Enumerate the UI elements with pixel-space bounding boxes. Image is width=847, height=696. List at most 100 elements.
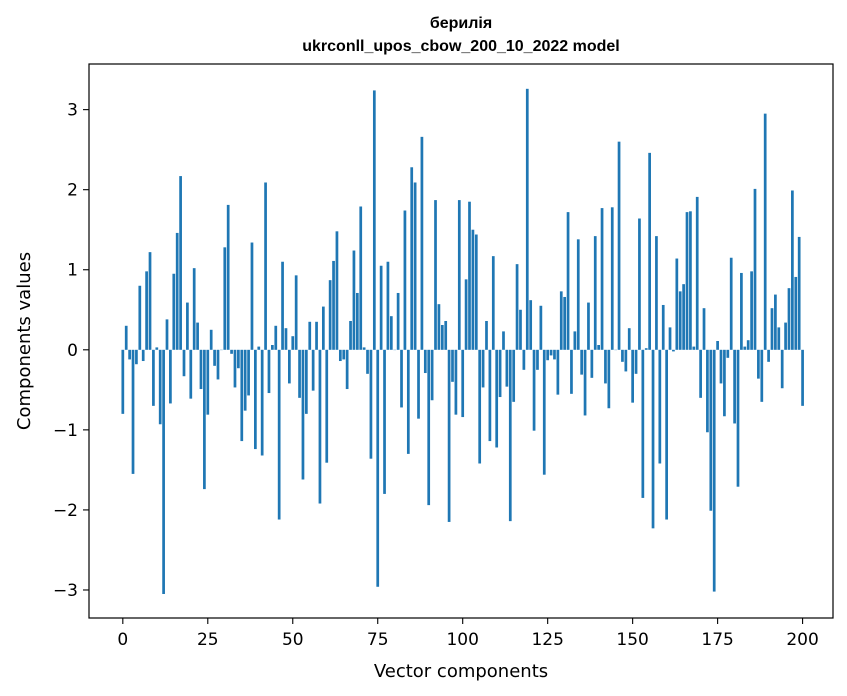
bar (169, 349, 172, 404)
bar (250, 242, 254, 350)
bar (325, 349, 329, 463)
bar (648, 152, 651, 350)
bar (284, 328, 288, 350)
bar (206, 349, 210, 415)
bar (158, 349, 162, 425)
y-axis-label: Components values (14, 252, 35, 430)
bar (797, 236, 801, 350)
x-tick-label: 125 (531, 630, 563, 650)
bar (389, 316, 393, 350)
bar (294, 275, 298, 350)
bar (240, 349, 244, 442)
bar (209, 329, 213, 350)
bar (743, 346, 747, 350)
x-tick-label: 50 (282, 630, 304, 650)
bar (529, 300, 533, 350)
bar (332, 260, 335, 350)
bar (685, 212, 689, 350)
chart-title: берилія (430, 15, 492, 32)
bar (573, 331, 577, 350)
bar (515, 264, 519, 350)
bar (563, 296, 567, 350)
bar (383, 349, 386, 494)
bar (716, 341, 719, 350)
bar (148, 252, 152, 350)
bar (145, 271, 148, 350)
bar (264, 182, 267, 350)
bar (627, 328, 631, 350)
bar (247, 349, 250, 396)
bar (644, 348, 648, 350)
x-tick-label: 200 (786, 630, 818, 650)
bar (689, 211, 692, 350)
y-tick-label: 0 (67, 341, 78, 361)
bar (709, 349, 713, 511)
bar (668, 327, 672, 350)
bar (376, 349, 380, 587)
bar (631, 349, 634, 403)
bar (712, 349, 716, 592)
bar (165, 319, 169, 350)
bar (610, 207, 614, 350)
bar (787, 288, 791, 350)
bar (641, 349, 645, 498)
bar (556, 349, 560, 395)
bar (719, 349, 723, 384)
bar (237, 349, 240, 369)
plot-frame (88, 63, 834, 619)
y-tick-label: 3 (67, 101, 78, 121)
bar (672, 349, 675, 352)
bar (495, 349, 499, 448)
bar (338, 349, 342, 362)
bar (519, 309, 522, 350)
bar (396, 292, 400, 350)
bar (437, 304, 441, 350)
bar (678, 291, 682, 350)
bar (291, 336, 295, 350)
bar (604, 349, 607, 384)
bar (597, 345, 601, 350)
bar (451, 349, 454, 382)
bar (651, 349, 655, 529)
bar (386, 261, 390, 350)
bar (801, 349, 804, 406)
bar (729, 257, 733, 350)
x-tick-label: 25 (197, 630, 219, 650)
bar (175, 232, 179, 350)
x-tick-label: 150 (616, 630, 648, 650)
y-tick-label: 2 (67, 181, 78, 201)
bar (321, 306, 325, 350)
bar (349, 320, 352, 350)
bar (723, 349, 726, 417)
bar (726, 349, 730, 358)
bar (702, 308, 706, 350)
bar (576, 239, 580, 350)
bar (481, 349, 485, 388)
bar (655, 236, 658, 350)
bar (736, 349, 740, 487)
bar (226, 204, 230, 350)
bar (233, 349, 237, 388)
bar (770, 308, 774, 350)
bar (372, 90, 376, 350)
bar (362, 347, 366, 350)
bar (196, 322, 199, 350)
bar (444, 320, 448, 350)
bar (410, 167, 414, 350)
bar (600, 208, 604, 350)
bar (155, 347, 159, 350)
bar (318, 349, 322, 504)
bar (665, 349, 668, 520)
bar (539, 305, 543, 350)
bar (434, 200, 437, 350)
y-tick-label: −2 (53, 501, 78, 521)
bar (468, 201, 471, 350)
bar (281, 261, 284, 350)
bar (447, 349, 451, 522)
bar (403, 210, 407, 350)
bar (182, 349, 186, 377)
bar (536, 349, 539, 370)
bar (186, 302, 189, 350)
bar (760, 349, 764, 402)
